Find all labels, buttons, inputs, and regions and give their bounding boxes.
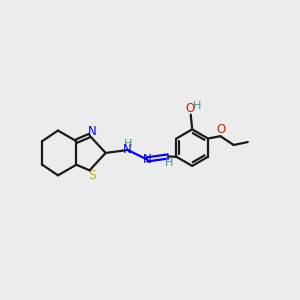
Text: N: N [88, 124, 97, 138]
Text: O: O [216, 123, 226, 136]
Text: N: N [142, 153, 151, 166]
Text: H: H [165, 158, 174, 168]
Text: H: H [124, 139, 132, 148]
Text: S: S [88, 169, 97, 182]
Text: O: O [185, 102, 195, 115]
Text: N: N [123, 143, 132, 157]
Text: H: H [193, 101, 201, 111]
